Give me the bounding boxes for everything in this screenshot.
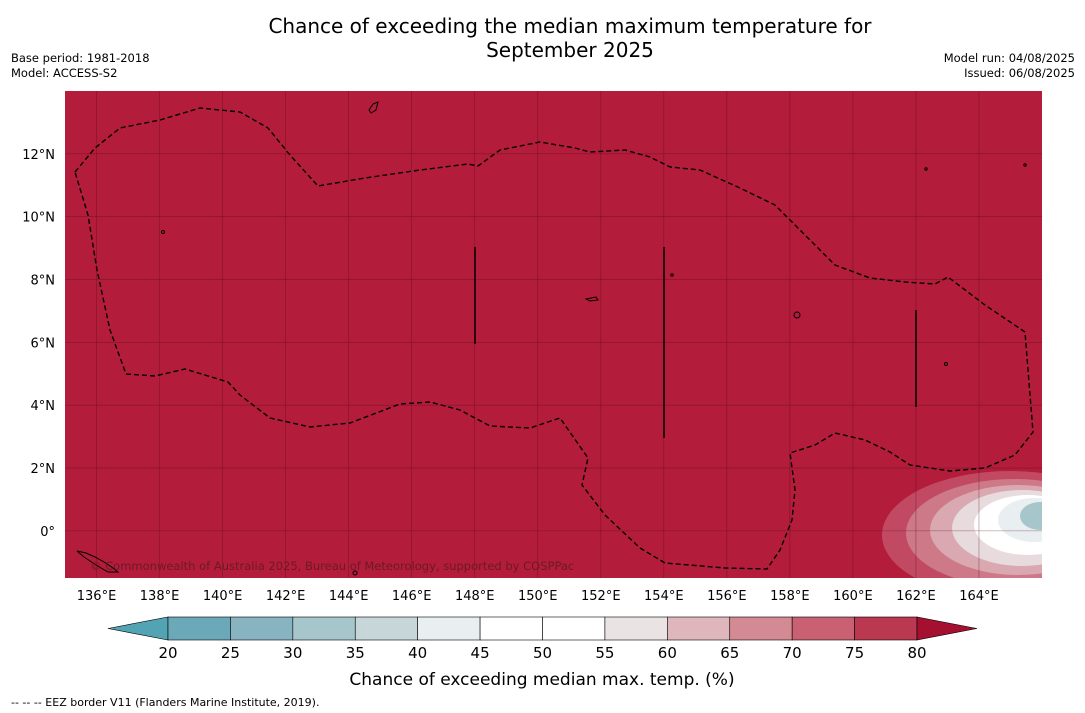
longitude-tick-label: 150°E [518, 589, 558, 604]
title-line-2: September 2025 [486, 38, 654, 62]
model-name-text: Model: ACCESS-S2 [11, 66, 118, 80]
colorbar-tick-label: 20 [158, 644, 177, 662]
map-title: Chance of exceeding the median maximum t… [170, 14, 970, 62]
longitude-tick-label: 144°E [329, 589, 369, 604]
colorbar-tick-label: 70 [783, 644, 802, 662]
longitude-tick-labels: 136°E 138°E 140°E 142°E 144°E 146°E 148°E 150°E… [77, 589, 999, 604]
colorbar-segment [854, 616, 918, 641]
longitude-tick-label: 152°E [581, 589, 621, 604]
colorbar-high-extension [916, 616, 978, 641]
colorbar-segment [354, 616, 418, 641]
longitude-tick-label: 136°E [77, 589, 117, 604]
colorbar-tick-label: 55 [595, 644, 614, 662]
longitude-tick-label: 138°E [140, 589, 180, 604]
latitude-tick-label: 4°N [31, 399, 56, 414]
longitude-tick-label: 142°E [266, 589, 306, 604]
run-info: Model run: 04/08/2025 Issued: 06/08/2025 [944, 51, 1075, 81]
colorbar-segment [604, 616, 668, 641]
longitude-tick-label: 158°E [770, 589, 810, 604]
eez-border [74, 107, 1034, 570]
colorbar-segment [417, 616, 481, 641]
longitude-tick-label: 156°E [707, 589, 747, 604]
colorbar-tick-label: 40 [408, 644, 427, 662]
probability-contours [882, 471, 1042, 578]
colorbar-tick-label: 50 [533, 644, 552, 662]
title-line-1: Chance of exceeding the median maximum t… [268, 14, 872, 38]
colorbar-segment [167, 616, 231, 641]
longitude-tick-label: 164°E [959, 589, 999, 604]
island-outlines [76, 101, 1027, 576]
latitude-tick-labels: 0° 2°N 4°N 6°N 8°N 10°N 12°N [22, 148, 55, 540]
latitude-tick-label: 0° [40, 525, 55, 540]
longitude-tick-label: 146°E [392, 589, 432, 604]
colorbar-segment [230, 616, 294, 641]
longitude-tick-label: 160°E [833, 589, 873, 604]
colorbar-segment [292, 616, 356, 641]
colorbar-segment [729, 616, 793, 641]
colorbar-tick-label: 80 [907, 644, 926, 662]
model-info: Base period: 1981-2018 Model: ACCESS-S2 [11, 51, 150, 81]
colorbar-segment [791, 616, 855, 641]
colorbar-title: Chance of exceeding median max. temp. (%… [349, 670, 734, 690]
longitude-tick-label: 154°E [644, 589, 684, 604]
colorbar-tick-label: 25 [221, 644, 240, 662]
colorbar-tick-label: 45 [471, 644, 490, 662]
colorbar-segments [107, 616, 978, 641]
colorbar-segment [667, 616, 731, 641]
latitude-tick-label: 8°N [31, 274, 56, 289]
latitude-tick-label: 12°N [22, 148, 55, 163]
colorbar-low-extension [107, 616, 169, 641]
colorbar-tick-labels: 20 25 30 35 40 45 50 55 60 65 70 75 80 [158, 644, 926, 662]
latitude-tick-label: 6°N [31, 336, 56, 351]
model-run-text: Model run: 04/08/2025 [943, 51, 1075, 65]
colorbar-segment [542, 616, 606, 641]
eez-footnote: -- -- -- EEZ border V11 (Flanders Marine… [11, 696, 320, 709]
probability-field [65, 91, 1042, 578]
latitude-tick-label: 10°N [22, 211, 55, 226]
colorbar-tick-label: 65 [720, 644, 739, 662]
copyright-text: © Commonwealth of Australia 2025, Bureau… [90, 559, 574, 573]
colorbar-tick-label: 30 [283, 644, 302, 662]
colorbar-tick-label: 75 [845, 644, 864, 662]
longitude-tick-label: 148°E [455, 589, 495, 604]
longitude-tick-label: 140°E [203, 589, 243, 604]
boundary-lines [474, 247, 917, 438]
colorbar-segment [479, 616, 543, 641]
colorbar-tick-label: 60 [658, 644, 677, 662]
latitude-tick-label: 2°N [31, 462, 56, 477]
longitude-tick-label: 162°E [896, 589, 936, 604]
map-area: © Commonwealth of Australia 2025, Bureau… [65, 91, 1042, 578]
issued-date-text: Issued: 06/08/2025 [964, 66, 1075, 80]
base-period-text: Base period: 1981-2018 [11, 51, 150, 65]
colorbar-tick-label: 35 [346, 644, 365, 662]
colorbar: 20 25 30 35 40 45 50 55 60 65 70 75 80 Chance of exc… [107, 616, 978, 690]
